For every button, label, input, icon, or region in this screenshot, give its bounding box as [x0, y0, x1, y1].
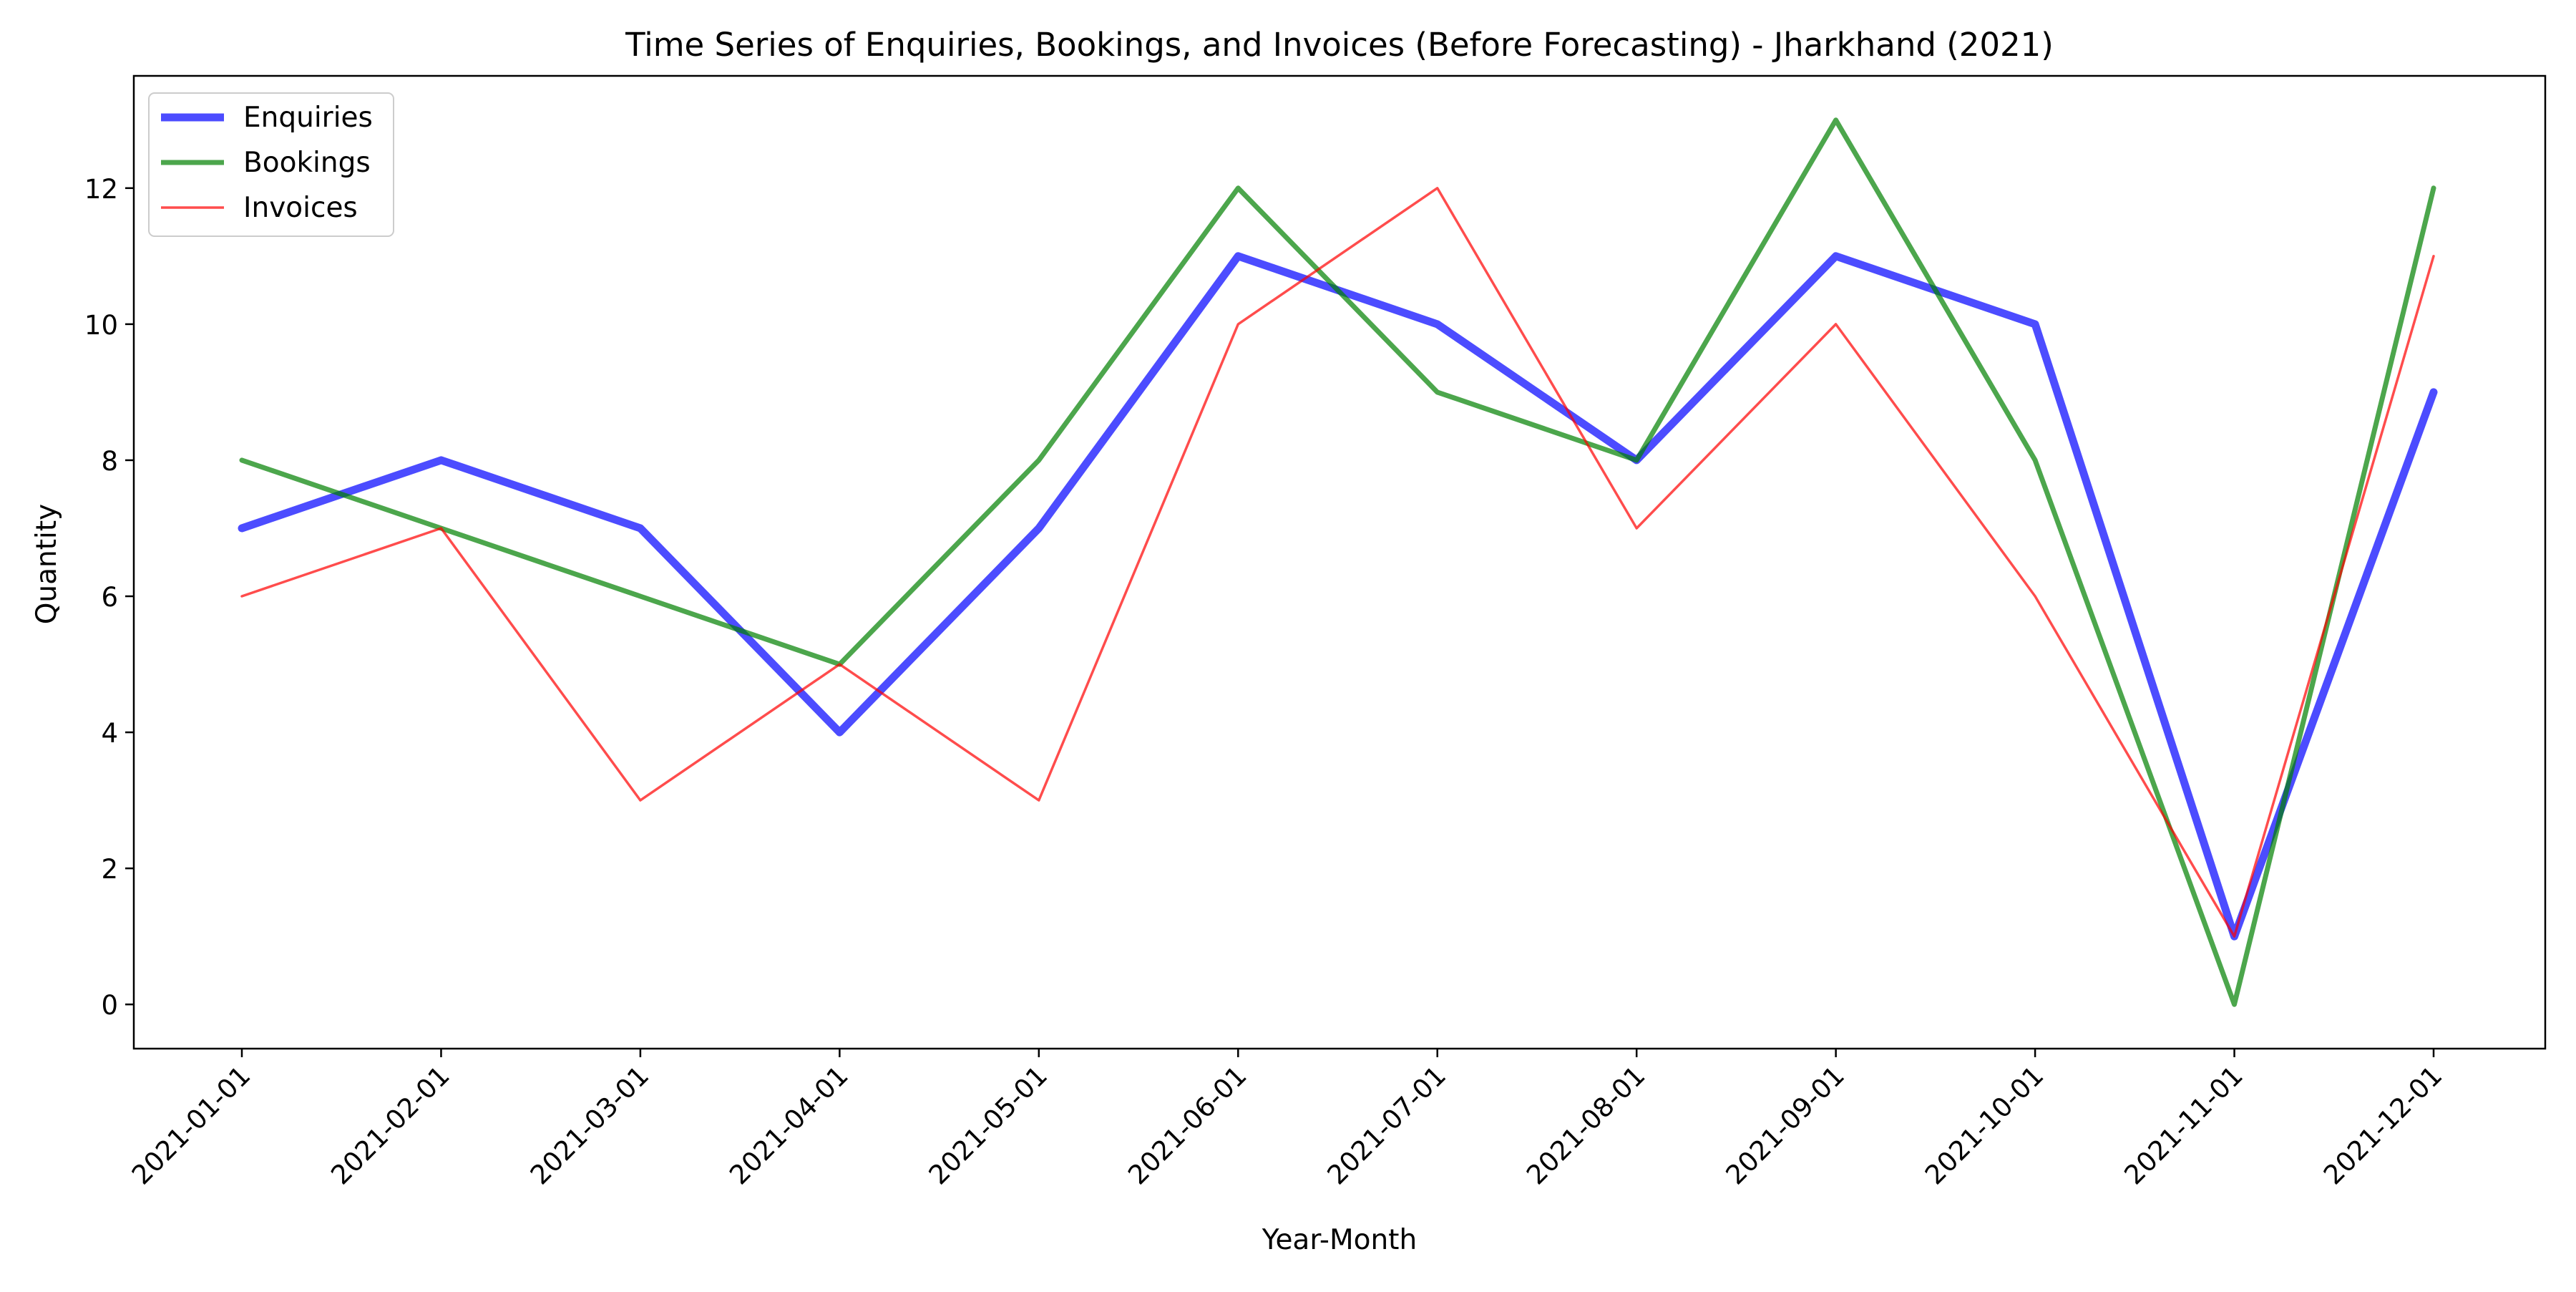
plot-frame: [132, 74, 2547, 1050]
y-tick-label: 8: [101, 446, 118, 477]
series-line-invoices: [240, 187, 2435, 938]
y-tick-label: 10: [84, 310, 118, 341]
y-tick-label: 6: [101, 582, 118, 613]
y-axis-label: Quantity: [31, 504, 63, 625]
legend-label-enquiries: Enquiries: [243, 102, 373, 134]
series-layer: [238, 117, 2438, 1007]
legend-box: [148, 92, 394, 237]
legend-label-invoices: Invoices: [243, 192, 358, 224]
y-tick-label: 4: [101, 718, 118, 749]
legend-label-bookings: Bookings: [243, 147, 371, 179]
chart-title: Time Series of Enquiries, Bookings, and …: [625, 26, 2054, 64]
y-tick-label: 0: [101, 990, 118, 1021]
y-tick-label: 2: [101, 854, 118, 885]
series-line-bookings: [239, 117, 2436, 1007]
legend: Enquiries Bookings Invoices: [148, 92, 394, 237]
x-axis-label: Year-Month: [1262, 1224, 1417, 1256]
y-tick-label: 12: [84, 174, 118, 205]
